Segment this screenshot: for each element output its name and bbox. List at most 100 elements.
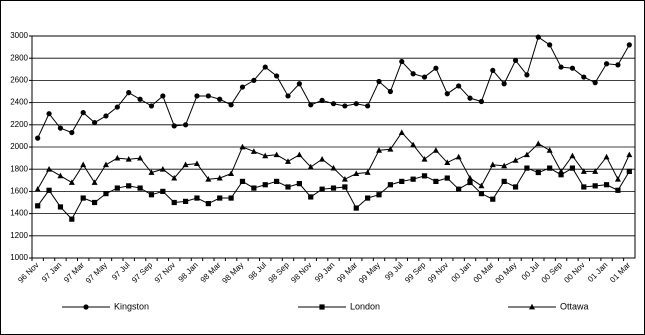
marker — [274, 73, 280, 79]
marker — [365, 103, 371, 109]
marker — [581, 74, 587, 80]
marker — [387, 182, 393, 188]
marker — [626, 42, 632, 48]
marker — [489, 161, 496, 168]
marker — [467, 174, 474, 181]
marker — [524, 72, 530, 78]
marker — [319, 97, 325, 103]
y-tick-label: 1200 — [10, 231, 28, 240]
marker — [274, 178, 280, 185]
marker — [103, 113, 109, 119]
marker — [581, 184, 587, 190]
marker — [46, 187, 52, 193]
marker — [615, 62, 621, 68]
y-tick-label: 1400 — [10, 209, 28, 218]
marker — [46, 111, 52, 117]
legend-label: Kingston — [114, 301, 149, 311]
marker — [114, 154, 121, 161]
marker — [239, 178, 246, 185]
marker — [69, 216, 75, 222]
marker — [194, 93, 200, 99]
marker — [376, 147, 383, 153]
marker — [455, 153, 462, 160]
marker — [501, 178, 507, 185]
marker — [148, 192, 155, 198]
marker — [342, 103, 348, 109]
marker — [239, 143, 246, 150]
marker — [308, 102, 314, 108]
legend-label: London — [350, 301, 380, 311]
marker — [580, 168, 587, 174]
y-tick-label: 3000 — [10, 31, 28, 40]
marker — [160, 93, 166, 99]
marker — [217, 96, 223, 102]
marker — [57, 125, 64, 131]
marker — [353, 170, 360, 177]
marker — [558, 168, 565, 174]
marker — [524, 165, 530, 171]
marker — [137, 96, 143, 102]
marker — [535, 169, 541, 176]
marker — [547, 42, 553, 48]
marker — [330, 185, 337, 191]
marker — [433, 178, 439, 185]
marker — [614, 175, 621, 182]
marker — [137, 185, 143, 191]
marker — [307, 163, 314, 170]
marker — [626, 168, 632, 175]
y-tick-label: 2400 — [10, 98, 28, 107]
marker — [399, 58, 405, 65]
marker — [569, 65, 576, 71]
marker — [490, 196, 496, 202]
marker — [467, 179, 473, 186]
marker — [239, 84, 246, 90]
marker — [171, 174, 178, 181]
marker — [262, 64, 268, 70]
marker — [205, 201, 211, 207]
marker — [182, 198, 189, 204]
marker — [376, 78, 382, 85]
marker — [478, 191, 485, 197]
marker — [91, 179, 98, 185]
marker — [182, 122, 189, 128]
marker — [57, 172, 64, 179]
marker — [114, 104, 120, 110]
marker — [535, 34, 541, 40]
marker — [341, 175, 348, 182]
marker — [592, 80, 598, 86]
marker — [558, 64, 564, 70]
marker — [410, 71, 416, 77]
marker — [194, 195, 200, 201]
marker — [228, 195, 234, 201]
marker — [273, 151, 280, 158]
marker — [308, 194, 314, 200]
marker — [228, 170, 235, 177]
marker — [399, 178, 405, 185]
marker — [501, 81, 507, 87]
marker — [529, 303, 535, 310]
marker — [546, 147, 553, 153]
marker — [228, 102, 234, 108]
marker — [216, 174, 223, 181]
marker — [80, 161, 87, 168]
marker — [353, 205, 359, 211]
marker — [512, 157, 519, 163]
marker — [603, 61, 610, 67]
legend-label: Ottawa — [560, 301, 589, 311]
marker — [592, 168, 599, 174]
marker — [46, 166, 53, 172]
marker — [205, 175, 212, 182]
marker — [432, 147, 439, 153]
marker — [376, 192, 382, 198]
y-tick-label: 1600 — [10, 187, 28, 196]
marker — [319, 186, 325, 192]
marker — [398, 129, 405, 135]
marker — [444, 175, 450, 181]
marker — [512, 184, 519, 190]
marker — [193, 160, 200, 167]
marker — [284, 158, 291, 164]
marker — [478, 182, 485, 189]
marker — [251, 77, 257, 83]
marker — [217, 195, 223, 201]
